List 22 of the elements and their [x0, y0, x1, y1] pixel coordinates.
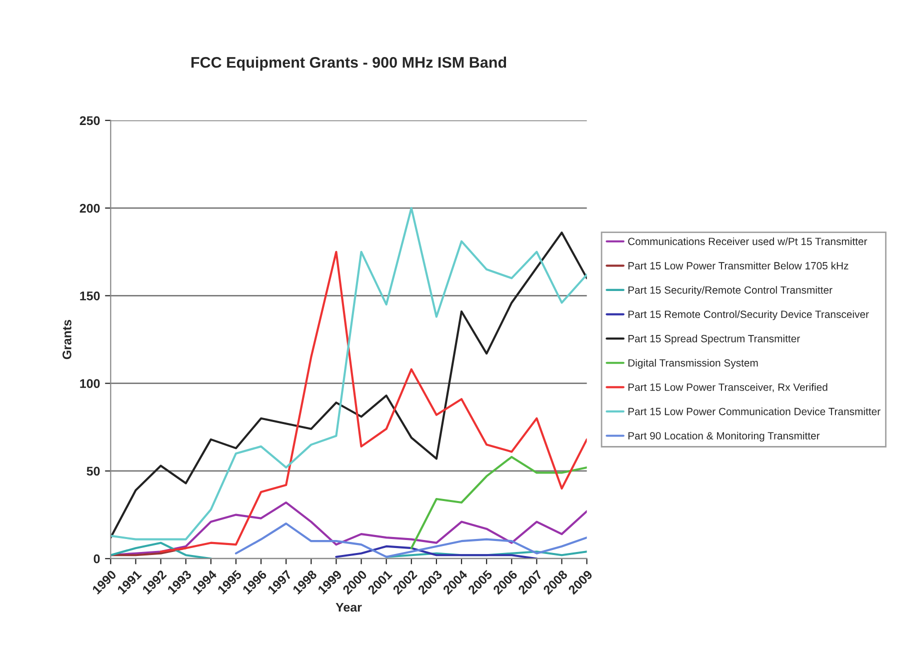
x-axis-title: Year [336, 602, 362, 612]
line-series [410, 456, 587, 550]
legend-label: Part 90 Location & Monitoring Transmitter [628, 432, 820, 442]
y-tick-label: 50 [86, 466, 100, 476]
legend-label: Part 15 Spread Spectrum Transmitter [628, 334, 800, 344]
y-tick-label: 150 [80, 292, 100, 300]
line-series [160, 250, 587, 553]
y-tick-label: 0 [94, 554, 100, 564]
y-tick-label: 250 [80, 116, 100, 126]
legend-label: Part 15 Remote Control/Security Device Transceiver [628, 310, 869, 320]
y-tick-label: 200 [80, 204, 100, 213]
legend-label: Digital Transmission System [628, 358, 758, 369]
y-tick-label: 100 [80, 379, 100, 388]
legend-label: Part 15 Security/Remote Control Transmitter [628, 286, 832, 296]
line-series [234, 522, 587, 558]
legend-label: Part 15 Low Power Transceiver, Rx Verified [628, 383, 828, 392]
y-axis-title: Grants [62, 320, 72, 360]
legend-label: Communications Receiver used w/Pt 15 Transmitter [628, 237, 868, 246]
legend-label: Part 15 Low Power Transmitter Below 1705 kHz [628, 262, 848, 270]
legend-label: Part 15 Low Power Communication Device Transmitter [628, 408, 880, 416]
line-series [335, 545, 538, 559]
chart-title: FCC Equipment Grants - 900 MHz ISM Band [191, 56, 506, 71]
